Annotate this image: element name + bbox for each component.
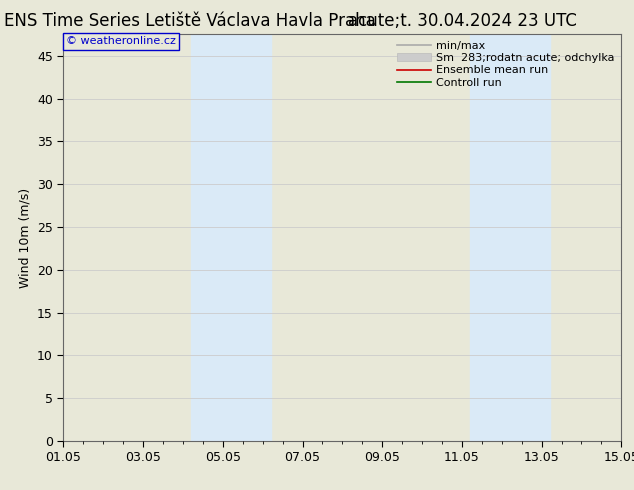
- Text: © weatheronline.cz: © weatheronline.cz: [66, 36, 176, 47]
- Legend: min/max, Sm  283;rodatn acute; odchylka, Ensemble mean run, Controll run: min/max, Sm 283;rodatn acute; odchylka, …: [394, 38, 618, 91]
- Text: ENS Time Series Letiště Václava Havla Praha: ENS Time Series Letiště Václava Havla Pr…: [4, 12, 376, 30]
- Y-axis label: Wind 10m (m/s): Wind 10m (m/s): [18, 188, 32, 288]
- Bar: [191, 34, 271, 441]
- Bar: [470, 34, 550, 441]
- Text: acute;t. 30.04.2024 23 UTC: acute;t. 30.04.2024 23 UTC: [348, 12, 578, 30]
